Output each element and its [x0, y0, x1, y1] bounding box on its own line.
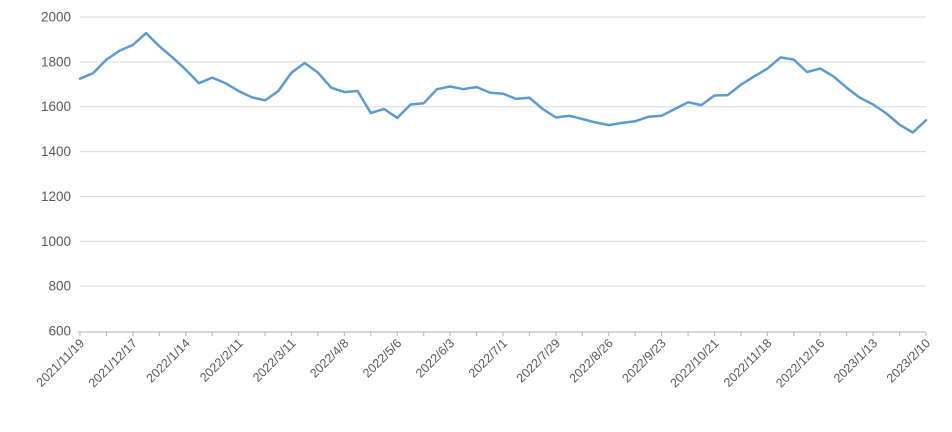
x-axis-tick-label: 2022/2/11 [197, 336, 246, 385]
y-axis-tick-label: 800 [48, 279, 71, 294]
y-axis-tick-label: 1800 [41, 54, 71, 69]
y-axis-tick-label: 1400 [41, 144, 71, 159]
x-axis-tick-label: 2022/5/6 [360, 336, 404, 380]
y-axis-tick-label: 1600 [41, 99, 71, 114]
x-axis-tick-label: 2023/1/13 [831, 336, 880, 385]
x-axis-tick-label: 2022/6/3 [413, 336, 457, 380]
data-series-line [78, 31, 928, 134]
x-axis-tick-label: 2022/9/23 [620, 336, 669, 385]
x-axis-tick-label: 2022/4/8 [307, 336, 351, 380]
x-axis-tick-label: 2022/7/1 [466, 336, 510, 380]
x-axis-tick-label: 2021/12/17 [86, 336, 140, 390]
x-axis-tick-label: 2022/8/26 [567, 336, 616, 385]
x-axis-tick-label: 2022/11/18 [721, 336, 775, 390]
x-axis-tick-label: 2022/10/21 [667, 336, 721, 390]
x-axis-tick-label: 2023/2/10 [884, 336, 933, 385]
x-axis-tick-label: 2022/3/11 [250, 336, 299, 385]
y-axis-tick-label: 2000 [41, 10, 71, 25]
x-axis-tick-label: 2022/7/29 [514, 336, 563, 385]
y-axis-tick-label: 1000 [41, 234, 71, 249]
y-axis-tick-label: 600 [48, 324, 71, 339]
x-axis-tick-label: 2021/11/19 [34, 336, 88, 390]
x-axis-tick-label: 2022/1/14 [144, 336, 193, 385]
x-axis-tick-label: 2022/12/16 [773, 336, 827, 390]
y-axis-tick-label: 1200 [41, 189, 71, 204]
